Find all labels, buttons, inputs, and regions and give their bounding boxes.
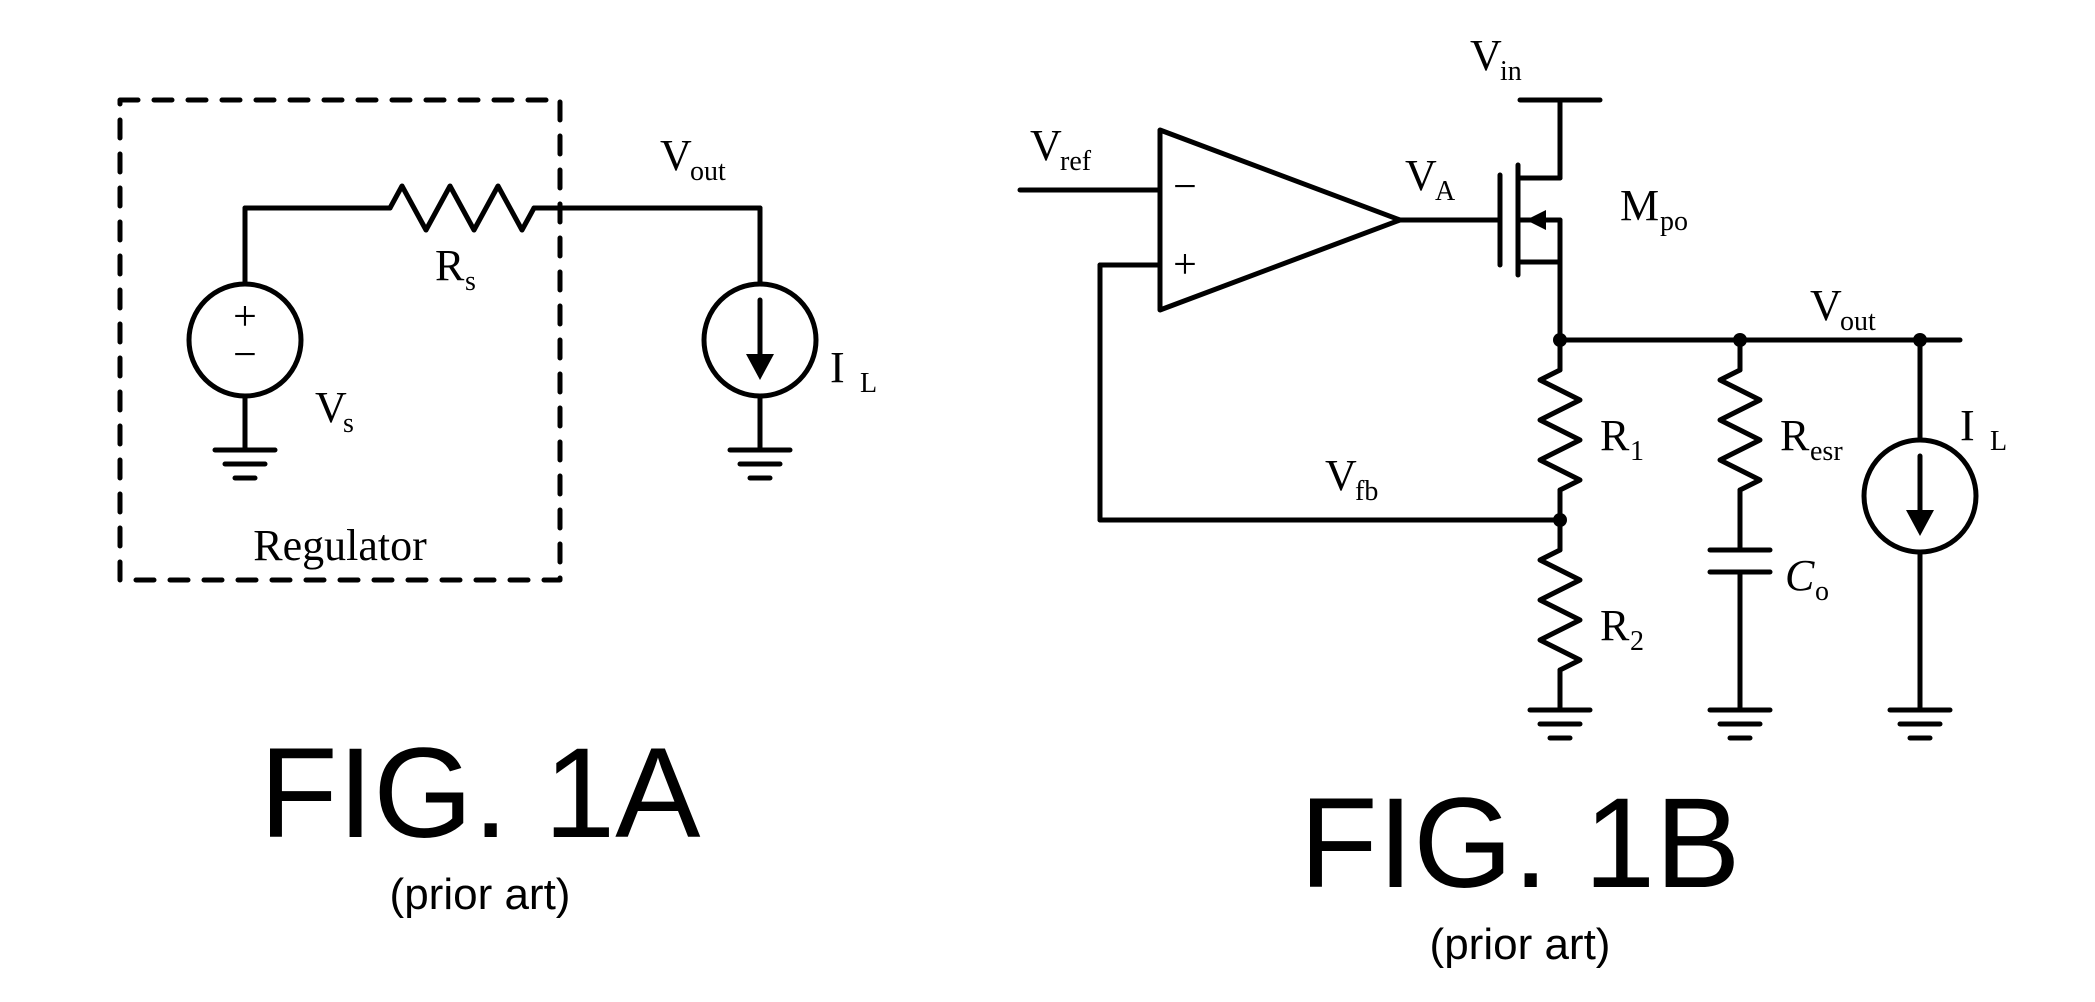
mpo-sub: po xyxy=(1660,206,1688,237)
va-sub: A xyxy=(1435,176,1456,207)
il-a-sub: L xyxy=(860,368,877,399)
vref-label: V xyxy=(1030,121,1062,170)
fig-1a-title: FIG. 1A xyxy=(120,720,840,867)
fig-1a-prior: (prior art) xyxy=(120,870,840,920)
il-a-label: I xyxy=(830,343,845,392)
vout-b-sub: out xyxy=(1840,306,1876,337)
r1-sub: 1 xyxy=(1630,436,1644,467)
vout-b-label: V xyxy=(1810,281,1842,330)
regulator-label: Regulator xyxy=(253,521,427,570)
resr-resistor xyxy=(1720,370,1760,490)
vout-a-sub: out xyxy=(690,156,726,187)
resr-label: R xyxy=(1780,411,1810,460)
vfb-sub: fb xyxy=(1355,476,1378,507)
rs-label: R xyxy=(435,241,465,290)
vfb-label: V xyxy=(1325,451,1357,500)
fig-1b-prior: (prior art) xyxy=(1160,920,1880,970)
r2-sub: 2 xyxy=(1630,626,1644,657)
regulator-box xyxy=(120,100,560,580)
opamp-minus: − xyxy=(1173,164,1197,210)
r1-resistor xyxy=(1540,370,1580,490)
vin-label: V xyxy=(1470,31,1502,80)
fig-1b-title: FIG. 1B xyxy=(1160,770,1880,917)
vin-sub: in xyxy=(1500,56,1522,87)
opamp-plus: + xyxy=(1173,242,1197,288)
il-b-sub: L xyxy=(1990,426,2007,457)
r2-resistor xyxy=(1540,550,1580,670)
vout-a-label: V xyxy=(660,131,692,180)
vs-sub: s xyxy=(343,408,354,439)
il-b-label: I xyxy=(1960,401,1975,450)
resr-sub: esr xyxy=(1810,436,1843,467)
r2-label: R xyxy=(1600,601,1630,650)
vs-minus: − xyxy=(233,332,257,378)
co-sub: o xyxy=(1815,576,1829,607)
rs-sub: s xyxy=(465,266,476,297)
va-label: V xyxy=(1405,151,1437,200)
r1-label: R xyxy=(1600,411,1630,460)
fig-1a-svg: + − V s R s V out I L Regulator xyxy=(60,40,960,690)
mpo-label: M xyxy=(1620,181,1659,230)
rs-resistor xyxy=(390,186,534,230)
co-label: C xyxy=(1785,551,1815,600)
fig-1b-svg: − + V ref V in V A M po V out V fb R 1 R… xyxy=(1000,10,2050,770)
vref-sub: ref xyxy=(1060,146,1092,177)
